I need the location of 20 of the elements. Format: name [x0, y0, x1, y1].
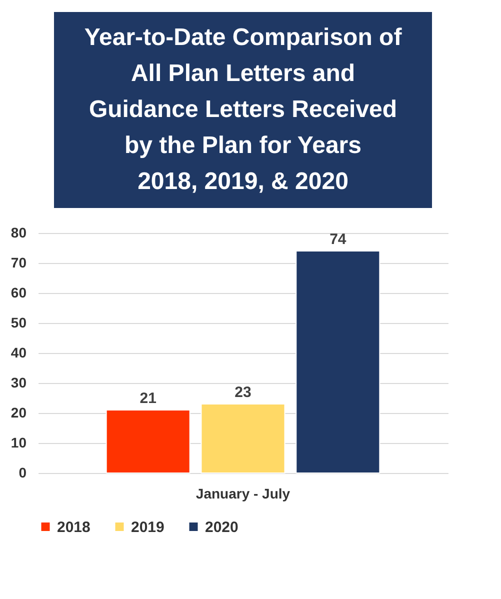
- y-tick-label: 80: [10, 224, 27, 240]
- legend-label: 2019: [131, 518, 164, 536]
- data-label: 23: [234, 384, 252, 401]
- y-tick-label: 10: [10, 434, 27, 450]
- legend-label: 2018: [57, 518, 90, 536]
- y-tick-label: 40: [10, 344, 27, 360]
- x-tick-label: January - July: [196, 486, 290, 502]
- data-label: 74: [330, 231, 347, 248]
- bar: [296, 250, 380, 474]
- legend-label: 2020: [205, 518, 238, 536]
- y-tick-label: 0: [18, 464, 27, 480]
- data-label: 21: [140, 390, 156, 407]
- bar: [200, 404, 286, 474]
- bar: [106, 410, 190, 474]
- y-tick-label: 70: [10, 254, 27, 270]
- y-tick-label: 60: [10, 284, 27, 300]
- y-tick-label: 20: [10, 404, 27, 420]
- chart-title: Year-to-Date Comparison of All Plan Letters and Guidance Letters Received by the Plan for Years 2018, 2019, & 2020: [84, 24, 403, 195]
- y-tick-label: 30: [10, 374, 27, 390]
- y-tick-label: 50: [10, 314, 27, 330]
